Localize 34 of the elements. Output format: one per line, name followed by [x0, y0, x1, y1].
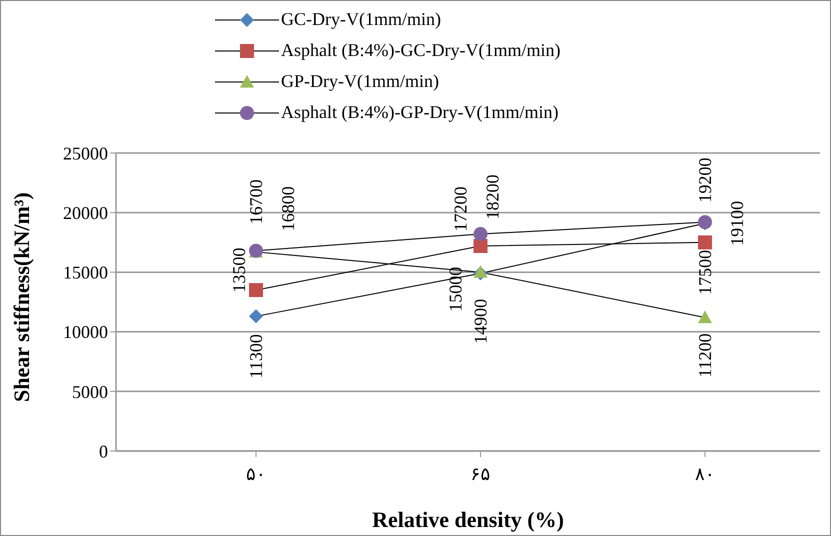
x-axis-title: Relative density (%) — [372, 507, 564, 532]
legend-label: Asphalt (B:4%)-GC-Dry-V(1mm/min) — [281, 40, 560, 61]
data-label: 15000 — [446, 266, 466, 312]
legend-label: Asphalt (B:4%)-GP-Dry-V(1mm/min) — [281, 102, 558, 123]
y-tick-label: 5000 — [72, 382, 108, 402]
data-label: 19100 — [727, 200, 747, 246]
point — [474, 238, 488, 253]
y-tick-label: 15000 — [63, 262, 108, 283]
x-tick-label: ۸۰ — [695, 464, 715, 484]
point — [698, 235, 712, 250]
data-label: 11200 — [695, 333, 715, 378]
point — [474, 265, 488, 278]
point — [249, 309, 263, 324]
data-label: 17200 — [450, 186, 470, 232]
legend-label: GP-Dry-V(1mm/min) — [281, 71, 439, 92]
y-tick-label: 25000 — [63, 143, 108, 164]
point — [249, 283, 263, 298]
data-label: 13500 — [229, 248, 249, 293]
data-label: 18200 — [482, 174, 502, 220]
data-label: 14900 — [470, 298, 490, 344]
y-tick-label: 10000 — [63, 322, 108, 342]
data-label: 16800 — [278, 186, 298, 232]
data-label: 19200 — [695, 158, 715, 203]
x-tick-label: ۵۰ — [246, 464, 266, 484]
point — [474, 227, 488, 242]
y-tick-label: 0 — [99, 441, 108, 462]
x-tick-label: ۶۵ — [470, 464, 490, 484]
y-axis-title: Shear stiffness(kN/m³) — [8, 192, 34, 402]
y-tick-label: 20000 — [63, 202, 108, 223]
point — [698, 310, 712, 324]
data-label: 16700 — [246, 179, 266, 224]
data-label: 17500 — [695, 250, 715, 295]
legend-label: GC-Dry-V(1mm/min) — [281, 9, 441, 30]
data-label: 11300 — [246, 334, 266, 378]
